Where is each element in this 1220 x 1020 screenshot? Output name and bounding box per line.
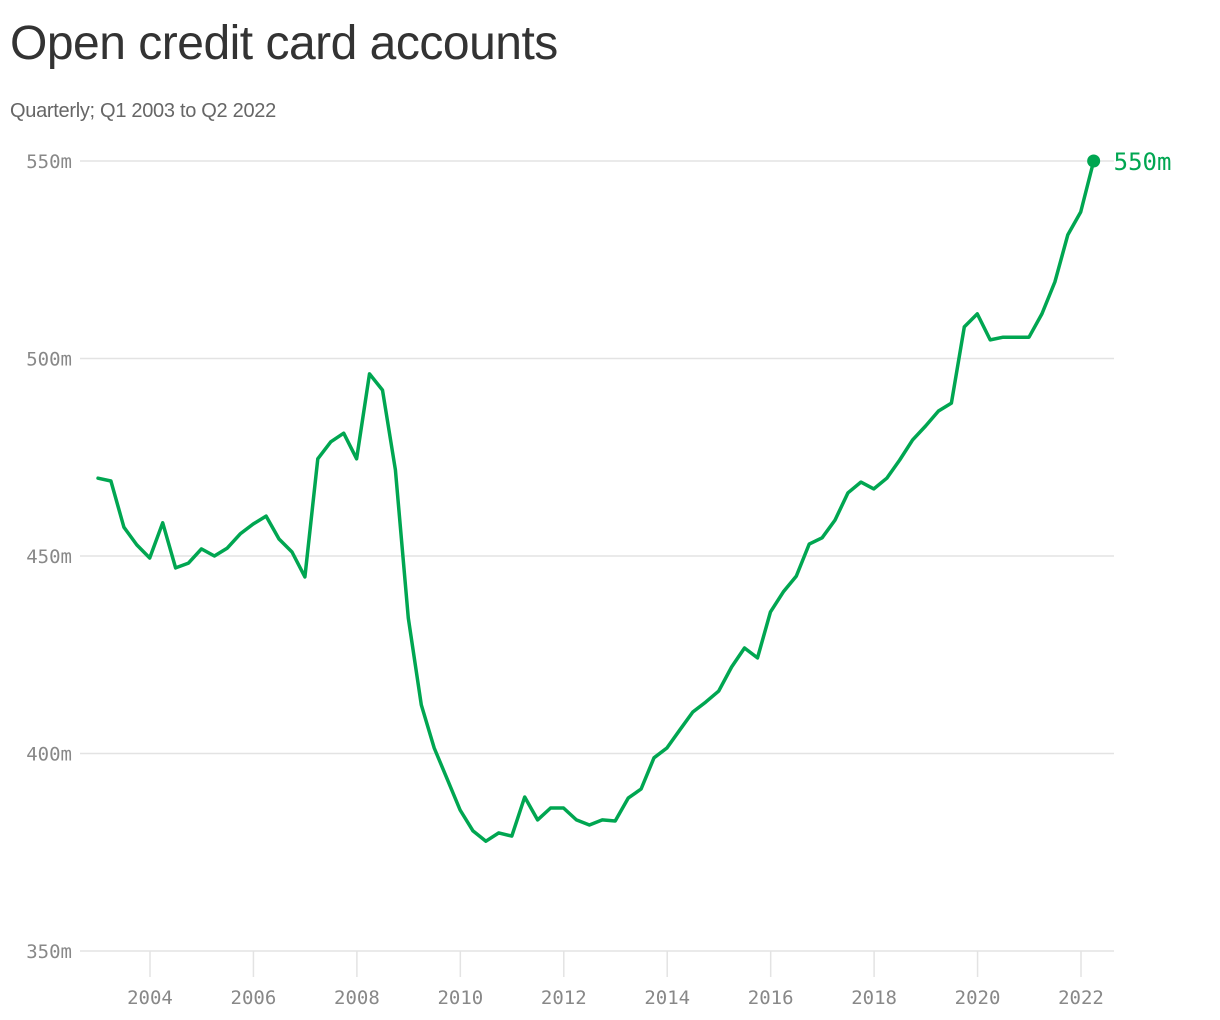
x-tick-label: 2018	[851, 987, 897, 1009]
chart-title: Open credit card accounts	[10, 17, 558, 70]
gridlines	[80, 160, 1114, 952]
x-tick-label: 2022	[1058, 987, 1104, 1009]
end-point-marker	[1087, 154, 1101, 168]
y-tick-label: 550m	[26, 151, 72, 173]
chart-subtitle: Quarterly; Q1 2003 to Q2 2022	[10, 100, 276, 122]
x-tick-label: 2010	[437, 987, 483, 1009]
end-value-label: 550m	[1114, 148, 1172, 176]
x-tick-label: 2012	[541, 987, 587, 1009]
y-tick-label: 450m	[26, 546, 72, 568]
x-tick-label: 2014	[644, 987, 690, 1009]
x-tick-label: 2004	[127, 987, 173, 1009]
x-axis: 2004 2006 2008 2010 2012 2014 2016 2018 2020 2022	[127, 951, 1104, 1009]
series-line	[96, 159, 1096, 843]
x-tick-label: 2020	[955, 987, 1001, 1009]
x-tick-label: 2008	[334, 987, 380, 1009]
y-tick-label: 400m	[26, 744, 72, 766]
y-tick-label: 350m	[26, 941, 72, 963]
x-tick-label: 2016	[748, 987, 794, 1009]
x-tick-label: 2006	[231, 987, 277, 1009]
y-axis: 350m 400m 450m 500m 550m	[26, 151, 72, 963]
y-tick-label: 500m	[26, 349, 72, 371]
